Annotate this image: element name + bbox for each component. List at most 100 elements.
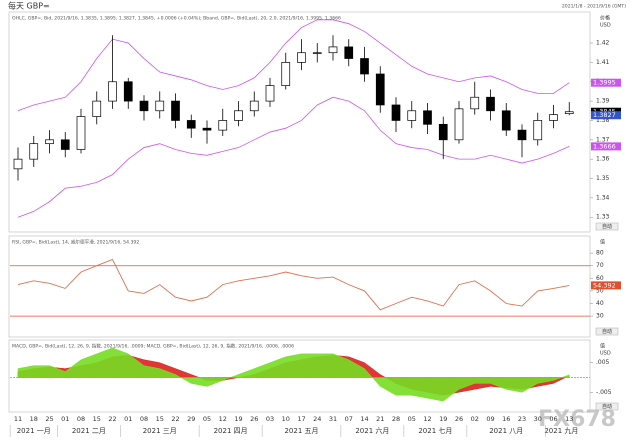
x-tick-label: 30 (534, 415, 542, 423)
axis-label: 值 (600, 239, 605, 246)
x-tick-label: 14 (360, 415, 368, 423)
auto-box (595, 402, 619, 411)
candle-body (297, 52, 306, 63)
candle-body (312, 52, 322, 54)
x-tick-label: 03 (266, 415, 274, 423)
candle-body (60, 139, 70, 150)
axis-label: USD (600, 23, 611, 29)
x-tick-label: 17 (297, 415, 305, 423)
x-tick-label: 19 (439, 415, 447, 423)
y-tick-label: 1.38 (596, 117, 610, 124)
auto-box (595, 222, 619, 231)
candle-body (470, 96, 480, 110)
y-tick-label: 1.41 (596, 59, 610, 66)
price-label-box (591, 111, 621, 120)
candle-body (123, 81, 133, 102)
y-tick-label: .005 (596, 359, 610, 366)
auto-label: 自动 (602, 223, 612, 230)
x-tick-label: 26 (455, 415, 463, 423)
x-tick-label: 19 (234, 415, 242, 423)
candle-body (360, 58, 369, 75)
x-tick-label: 13 (565, 415, 573, 423)
month-label: 2021 七月 (418, 426, 452, 435)
y-tick-label: 70 (596, 262, 604, 269)
candle-body (186, 120, 196, 129)
month-label: 2021 九月 (544, 426, 578, 435)
candle-body (281, 62, 291, 86)
candle-body (13, 158, 23, 170)
x-tick-label: 15 (156, 415, 164, 423)
x-tick-label: 08 (77, 415, 85, 423)
band-line (17, 96, 570, 218)
value-label: 54.392 (593, 281, 616, 289)
panel-frame (8, 11, 591, 233)
x-tick-label: 05 (408, 415, 416, 423)
x-tick-label: 08 (140, 415, 148, 423)
x-tick-label: 10 (282, 415, 290, 423)
x-tick-label: 12 (423, 415, 431, 423)
x-tick-label: 29 (187, 415, 195, 423)
x-tick-label: 02 (471, 415, 479, 423)
candle-body (344, 46, 354, 59)
month-label: 2021 五月 (284, 427, 318, 435)
x-tick-label: 26 (250, 415, 258, 423)
y-tick-label: 60 (596, 275, 604, 282)
candle-body (29, 143, 39, 160)
month-label: 2021 四月 (214, 427, 248, 435)
x-tick-label: 28 (392, 415, 400, 423)
y-tick-label: 50 (596, 287, 604, 294)
x-tick-label: 31 (329, 415, 337, 423)
panel-frame (8, 235, 591, 338)
candle-body (171, 100, 180, 121)
candle-body (139, 100, 149, 112)
candle-body (92, 100, 102, 117)
x-tick-label: 06 (549, 415, 557, 423)
candle-body (202, 127, 212, 131)
candle-body (549, 114, 558, 121)
candle-body (564, 111, 574, 115)
date-range: 2021/1/8 - 2021/9/16 (GMT) (562, 4, 626, 10)
watermark: FX678 (538, 407, 616, 432)
candle-body (45, 139, 54, 145)
x-tick-label: 15 (93, 415, 101, 423)
page-title: 每天 GBP= (8, 1, 50, 11)
x-tick-label: 12 (219, 415, 227, 423)
month-label: 2021 三月 (143, 427, 177, 435)
x-tick-label: 01 (124, 415, 132, 423)
candle-body (108, 81, 117, 102)
candle-body (423, 110, 432, 125)
auto-box (595, 327, 619, 336)
rsi-line (17, 258, 570, 311)
price-label-box (591, 142, 621, 151)
axis-label: USD (600, 351, 611, 357)
x-tick-label: 05 (203, 415, 211, 423)
macd-area (17, 347, 570, 402)
x-tick-label: 21 (376, 415, 384, 423)
y-tick-label: 30 (596, 313, 604, 320)
x-tick-label: 22 (108, 415, 116, 423)
axis-label: 价格 (600, 15, 610, 22)
panel-header: RSI, GBP=, Bid(Last), 14, 威尔德平滑, 2021/9/… (12, 239, 139, 246)
y-tick-label: -.005 (596, 389, 612, 396)
value-label-box (591, 281, 621, 290)
month-label: 2021 八月 (489, 427, 523, 435)
price-label: 1.3666 (593, 142, 616, 150)
month-label: 2021 二月 (72, 427, 106, 435)
axis-label: 值 (600, 343, 605, 350)
candle-body (249, 100, 259, 112)
x-tick-label: 23 (518, 415, 526, 423)
auto-label: 自动 (602, 403, 612, 410)
candle-body (407, 110, 417, 121)
candle-body (517, 129, 527, 141)
month-label: 2021 六月 (355, 426, 389, 435)
price-label-box (591, 78, 621, 87)
auto-label: 自动 (602, 328, 612, 335)
candle-body (391, 104, 401, 121)
x-tick-label: 01 (61, 415, 69, 423)
x-tick-label: 16 (502, 415, 510, 423)
price-label: 1.3995 (593, 79, 616, 87)
y-tick-label: 1.35 (596, 175, 610, 182)
y-tick-label: 40 (596, 300, 604, 307)
y-tick-label: 1.42 (596, 40, 610, 47)
